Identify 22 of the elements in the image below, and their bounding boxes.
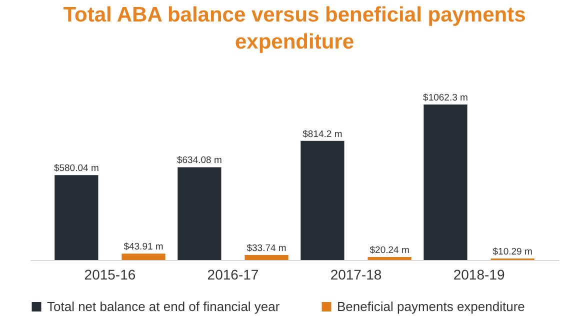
x-tick-label: 2017-18 — [330, 266, 382, 282]
bar — [178, 167, 222, 260]
bar — [424, 104, 468, 260]
bar — [122, 254, 166, 260]
legend-label: Total net balance at end of financial year — [47, 298, 280, 314]
x-tick-label: 2015-16 — [84, 266, 136, 282]
data-label: $814.2 m — [302, 128, 342, 140]
chart-title: Total ABA balance versus beneficial payments expenditure — [63, 4, 526, 54]
data-label: $10.29 m — [492, 246, 532, 258]
data-label: $43.91 m — [124, 242, 164, 253]
legend-label: Beneficial payments expenditure — [337, 298, 525, 314]
data-label: $634.08 m — [176, 155, 222, 166]
data-label: $20.24 m — [370, 245, 410, 256]
data-label: $33.74 m — [246, 243, 286, 254]
bar — [300, 140, 344, 260]
bar — [368, 257, 412, 260]
x-tick-label: 2016-17 — [207, 266, 259, 282]
x-tick-label: 2018-19 — [453, 266, 505, 282]
bar — [244, 255, 288, 260]
data-label: $580.04 m — [54, 163, 99, 174]
bar — [54, 175, 98, 260]
data-label: $1062.3 m — [423, 92, 468, 104]
